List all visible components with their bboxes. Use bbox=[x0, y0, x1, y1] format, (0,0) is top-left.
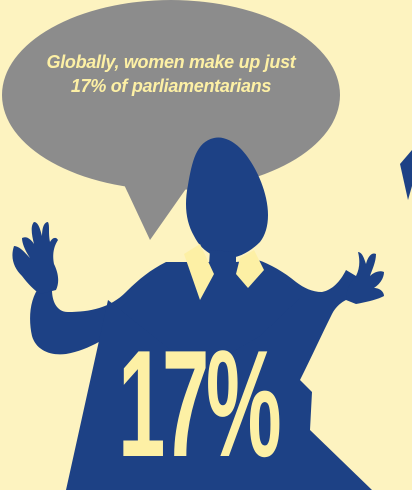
speech-bubble-body bbox=[2, 0, 340, 190]
caption-line-1: Globally, women make up just bbox=[46, 52, 296, 72]
silhouette-head bbox=[186, 137, 268, 259]
silhouette-left-hand bbox=[12, 222, 59, 294]
silhouette-right-hand bbox=[346, 252, 384, 304]
speech-bubble-caption: Globally, women make up just 17% of parl… bbox=[40, 50, 302, 98]
speech-bubble-tail bbox=[120, 176, 190, 240]
speech-bubble bbox=[2, 0, 340, 240]
silhouette-collar bbox=[184, 244, 264, 300]
caption-line-2: 17% of parliamentarians bbox=[70, 76, 272, 96]
starburst-shape bbox=[66, 298, 372, 490]
big-statistic: 17% bbox=[118, 319, 282, 489]
decorative-slash bbox=[400, 150, 412, 200]
